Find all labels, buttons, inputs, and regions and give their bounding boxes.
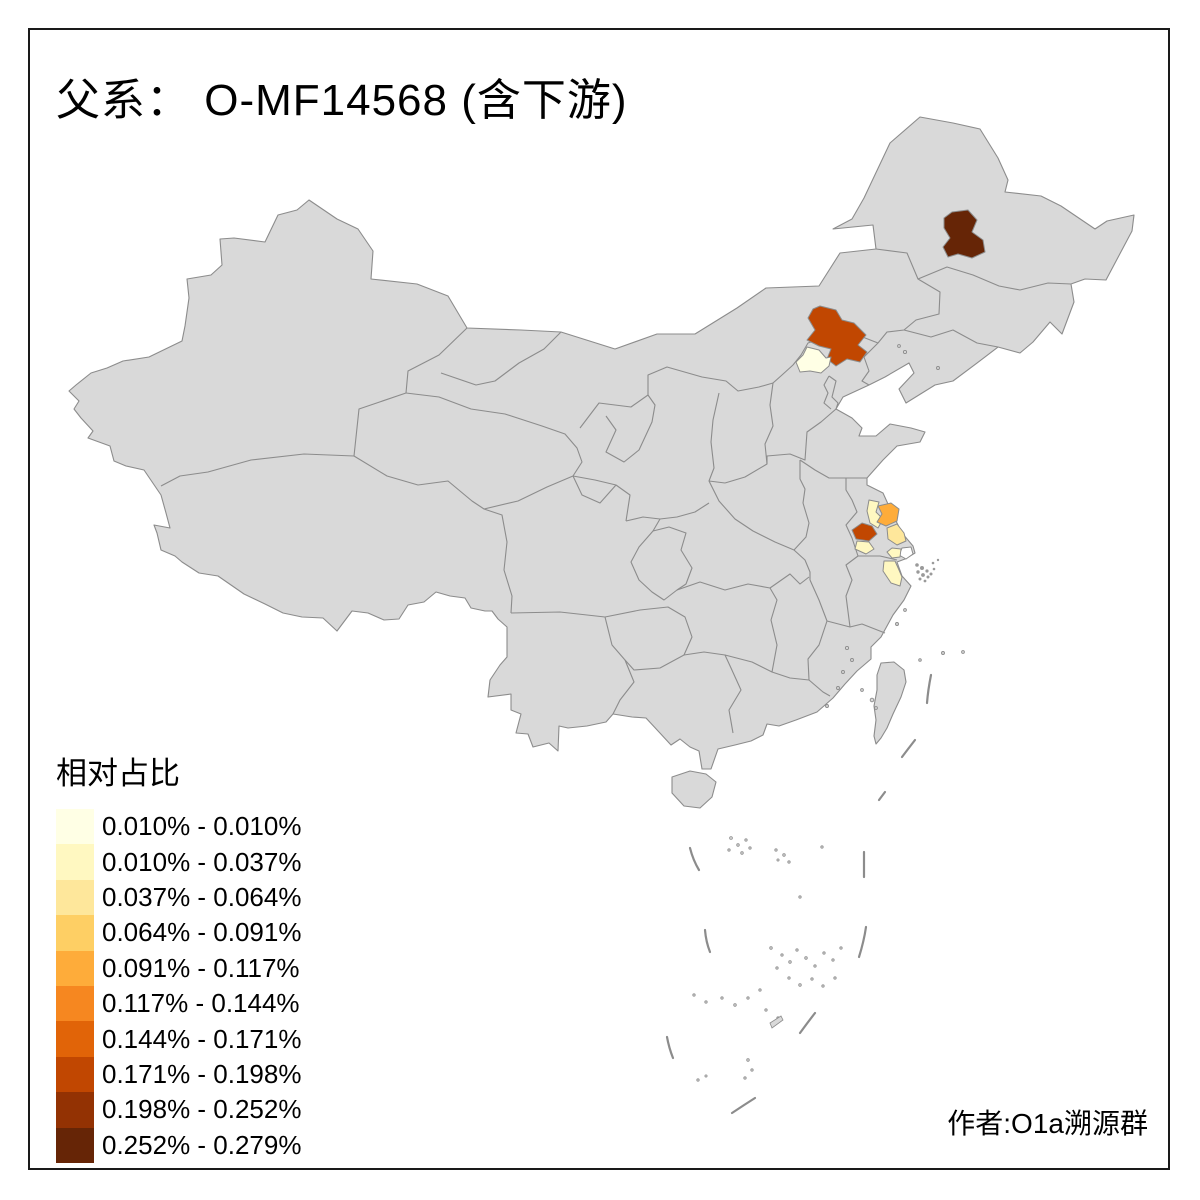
legend-item: 0.198% - 0.252% (56, 1092, 302, 1128)
legend-item: 0.064% - 0.091% (56, 915, 302, 951)
legend-item: 0.010% - 0.010% (56, 809, 302, 845)
legend-label: 0.198% - 0.252% (102, 1094, 302, 1125)
attribution-text: 作者:O1a溯源群 (947, 1108, 1148, 1139)
south-china-sea-islands (692, 836, 843, 1082)
province-borders (160, 248, 1072, 734)
region-north-zhejiang (882, 560, 903, 587)
region-northeast (942, 209, 986, 259)
legend-swatch (56, 1127, 94, 1163)
legend-item: 0.252% - 0.279% (56, 1127, 302, 1163)
legend-item: 0.010% - 0.037% (56, 844, 302, 880)
colored-regions (795, 209, 986, 587)
legend-label: 0.010% - 0.037% (102, 846, 302, 877)
legend-swatch (56, 844, 94, 880)
region-south-of-nanjing (854, 540, 875, 555)
legend-swatch (56, 1092, 94, 1128)
legend-swatch (56, 1021, 94, 1057)
legend-swatch (56, 809, 94, 845)
nine-dash-line (665, 673, 933, 1115)
legend-item: 0.091% - 0.117% (56, 950, 301, 986)
page-title: 父系： O-MF14568 (含下游) (56, 76, 628, 125)
legend: 相对占比 0.010% - 0.010% 0.010% - 0.037% 0.037… (56, 748, 301, 1163)
region-north-hebei (806, 305, 868, 367)
legend-swatch (56, 1056, 94, 1093)
legend-item: 0.117% - 0.144% (56, 985, 301, 1022)
legend-swatch (56, 879, 94, 916)
coastal-islands (825, 344, 965, 710)
legend-label: 0.171% - 0.198% (102, 1058, 302, 1089)
legend-item: 0.171% - 0.198% (56, 1056, 302, 1093)
legend-label: 0.117% - 0.144% (102, 988, 300, 1019)
legend-item: 0.144% - 0.171% (56, 1021, 302, 1057)
legend-label: 0.064% - 0.091% (102, 917, 302, 948)
legend-swatch (56, 950, 94, 986)
region-nanjing-area (851, 522, 878, 542)
zhoushan-archipelago (915, 558, 940, 583)
legend-label: 0.010% - 0.010% (102, 811, 302, 842)
legend-label: 0.037% - 0.064% (102, 881, 302, 912)
region-nantong-area (886, 523, 907, 546)
region-taizhou-area (876, 502, 900, 527)
legend-swatch (56, 915, 94, 951)
legend-label: 0.144% - 0.171% (102, 1023, 302, 1054)
legend-item: 0.037% - 0.064% (56, 879, 302, 916)
legend-label: 0.252% - 0.279% (102, 1129, 302, 1160)
legend-label: 0.091% - 0.117% (102, 952, 300, 983)
province-base-layer (68, 116, 1135, 809)
hainan-island (671, 770, 717, 809)
legend-title: 相对占比 (56, 756, 180, 791)
china-mainland-outline (68, 116, 1135, 770)
region-suzhou-area (886, 547, 902, 559)
region-beijing (795, 346, 832, 374)
taiwan-island (873, 661, 907, 745)
plot-frame (28, 28, 1170, 1170)
legend-swatch (56, 985, 94, 1022)
legend-items: 0.010% - 0.010% 0.010% - 0.037% 0.037% - 0… (56, 809, 301, 1163)
